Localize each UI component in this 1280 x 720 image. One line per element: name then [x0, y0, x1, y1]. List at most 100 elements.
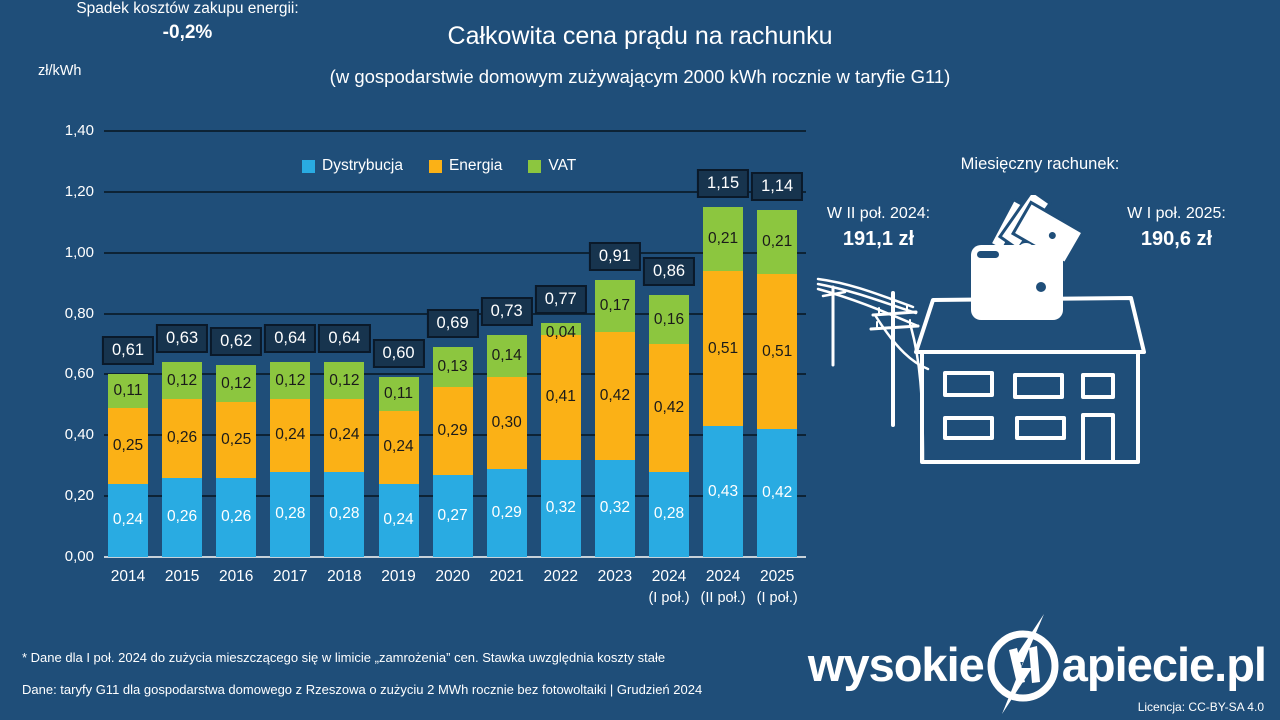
bar-segment-label: 0,42 [762, 484, 793, 502]
monthly-bill-heading: Miesięczny rachunek: [960, 155, 1120, 173]
legend-label: Energia [448, 157, 503, 174]
bar-total-label: 0,91 [588, 242, 641, 272]
bar-segment-label: 0,12 [221, 374, 252, 392]
license-text: Licencja: CC-BY-SA 4.0 [1137, 700, 1264, 714]
bar-segment-energia [162, 398, 203, 478]
bar-segment-label: 0,26 [167, 508, 198, 526]
y-axis-tick-label: 0,60 [64, 365, 94, 383]
bill-stat-label: W II poł. 2024: [826, 205, 931, 222]
x-axis-label: 2024 [705, 568, 741, 585]
bar-segment-dystrybucja [108, 483, 148, 557]
x-axis-sublabel: (I poł.) [648, 590, 690, 606]
bar-segment-label: 0,04 [545, 323, 576, 341]
x-axis-label: 2022 [543, 568, 579, 585]
bar-segment-label: 0,24 [383, 438, 414, 456]
bar-segment-vat [703, 207, 744, 271]
bar-segment-label: 0,17 [599, 296, 630, 314]
bar-total-label: 0,64 [264, 324, 317, 354]
logo-text-right: apiecie.pl [1061, 637, 1267, 691]
bar-segment-dystrybucja [270, 471, 311, 557]
bar-segment-label: 0,51 [762, 342, 793, 360]
legend-label: VAT [548, 157, 577, 174]
bar-total-label: 0,69 [426, 309, 479, 339]
x-axis-label: 2014 [110, 568, 146, 585]
bar-segment-label: 0,24 [275, 426, 306, 444]
house-icon [914, 296, 1146, 464]
bar-segment-dystrybucja [703, 426, 744, 557]
energy-cost-change-value: -0,2% [162, 22, 213, 43]
bar-total-label: 0,64 [318, 324, 371, 354]
bar-segment-label: 0,32 [599, 499, 630, 517]
site-logo: wysokie apiecie.pl [808, 614, 1267, 714]
y-axis-tick-label: 0,80 [64, 304, 94, 322]
bar-segment-energia [649, 343, 689, 472]
bar-segment-label: 0,12 [167, 371, 198, 389]
y-axis-tick-label: 1,00 [64, 243, 94, 261]
bar-segment-vat [270, 362, 311, 399]
bar-segment-dystrybucja [378, 483, 419, 557]
x-axis-label: 2020 [435, 568, 470, 585]
bar-segment-vat [432, 347, 473, 387]
bar-segment-label: 0,51 [708, 339, 739, 357]
bar-segment-label: 0,24 [112, 511, 144, 529]
x-axis-sublabel: (I poł.) [756, 590, 798, 606]
bar-segment-dystrybucja [162, 477, 203, 557]
bar-segment-label: 0,30 [491, 414, 522, 432]
x-axis-label: 2018 [327, 568, 362, 585]
bar-segment-energia [378, 410, 419, 484]
bar-segment-label: 0,12 [329, 371, 360, 389]
gridline [104, 190, 806, 193]
bar-segment-label: 0,29 [491, 503, 522, 521]
bar-segment-label: 0,41 [545, 388, 576, 406]
bill-stat-value: 190,6 zł [1140, 228, 1213, 250]
bar-segment-dystrybucja [216, 477, 257, 557]
legend-label: Dystrybucja [322, 157, 403, 174]
page-title: Całkowita cena prądu na rachunku [447, 22, 833, 50]
bar-segment-label: 0,25 [112, 436, 144, 454]
bar-total-label: 0,61 [101, 336, 155, 366]
bar-segment-vat [649, 295, 689, 344]
bar-segment-label: 0,28 [653, 505, 685, 523]
bar-segment-vat [162, 362, 203, 399]
legend-swatch-energia [428, 159, 442, 173]
bar-total-label: 1,14 [751, 172, 804, 202]
bill-stat-2025h1: W I poł. 2025: 190,6 zł [1094, 205, 1259, 251]
legend-swatch-vat [528, 159, 542, 173]
bar-segment-vat [216, 365, 257, 402]
bar-segment-dystrybucja [432, 474, 473, 557]
gridline [104, 251, 806, 254]
x-axis-line [104, 556, 806, 558]
legend-item-dystrybucja: Dystrybucja [302, 157, 403, 175]
bar-total-label: 0,86 [642, 257, 696, 287]
bar-segment-energia [540, 334, 581, 460]
energy-cost-change: Spadek kosztów zakupu energii: -0,2% [0, 0, 375, 44]
bar-segment-label: 0,21 [708, 230, 739, 247]
y-axis-tick-label: 1,40 [64, 121, 94, 139]
bar-total-label: 0,63 [156, 324, 209, 354]
y-axis-tick-label: 1,20 [64, 182, 94, 200]
x-axis-label: 2016 [218, 568, 254, 585]
bar-segment-label: 0,14 [491, 347, 522, 365]
bar-total-label: 1,15 [697, 169, 750, 199]
footnote-2: Dane: taryfy G11 dla gospodarstwa domowe… [22, 682, 703, 697]
y-axis-tick-label: 0,40 [64, 426, 94, 444]
bar-segment-energia [594, 331, 635, 460]
bar-segment-dystrybucja [649, 471, 689, 557]
x-axis-label: 2021 [489, 568, 524, 585]
x-axis-label: 2025 [759, 568, 795, 585]
x-axis-sublabel: (II poł.) [700, 590, 746, 606]
energy-cost-change-label: Spadek kosztów zakupu energii: [76, 0, 299, 17]
bar-segment-energia [270, 398, 311, 472]
chart-legend: Dystrybucja Energia VAT [302, 157, 576, 175]
bar-segment-dystrybucja [324, 471, 365, 557]
gridline [104, 129, 806, 132]
bar-segment-energia [703, 270, 744, 427]
wallet-icon [971, 195, 1086, 320]
bar-segment-label: 0,43 [708, 482, 739, 500]
bar-segment-label: 0,12 [275, 371, 306, 389]
bar-segment-label: 0,24 [329, 426, 360, 444]
bar-segment-label: 0,28 [329, 505, 360, 523]
bar-segment-vat [324, 362, 365, 399]
bar-segment-energia [432, 386, 473, 475]
x-axis-label: 2024 [651, 568, 687, 585]
